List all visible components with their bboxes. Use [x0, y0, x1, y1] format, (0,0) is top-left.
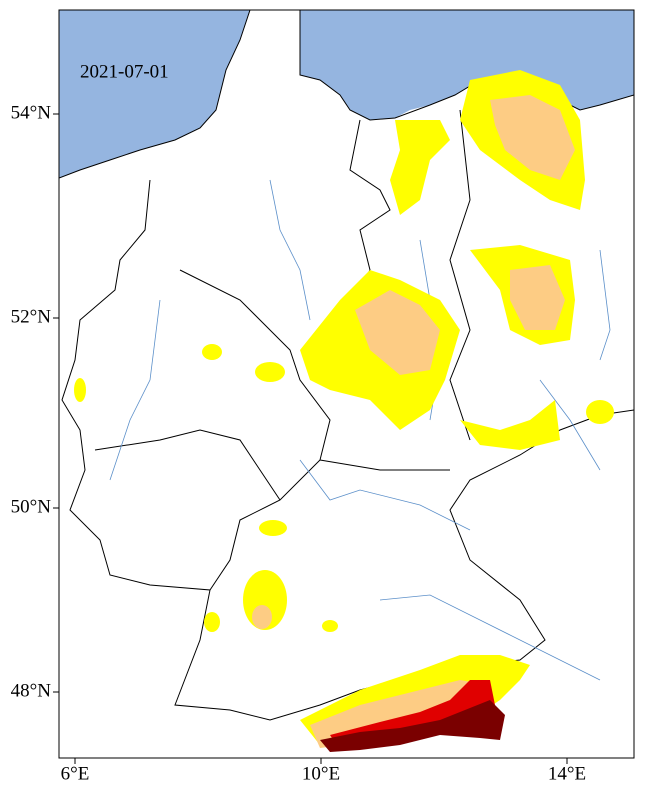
lat-label: 48°N: [11, 680, 52, 701]
lon-label: 10°E: [302, 763, 340, 784]
lon-label: 14°E: [548, 763, 586, 784]
lon-ticks: 6°E 10°E 14°E: [61, 758, 586, 784]
map-area: [59, 10, 634, 758]
borders: [61, 109, 634, 721]
drought-darkred: [320, 700, 505, 752]
map-frame: [58, 9, 635, 759]
north-sea: [59, 10, 250, 178]
lat-label: 52°N: [11, 306, 52, 327]
lat-label: 54°N: [11, 102, 52, 123]
lon-label: 6°E: [61, 763, 90, 784]
date-label: 2021-07-01: [80, 61, 169, 82]
lat-label: 50°N: [11, 496, 52, 517]
lat-ticks: 54°N 52°N 50°N 48°N: [11, 102, 59, 701]
